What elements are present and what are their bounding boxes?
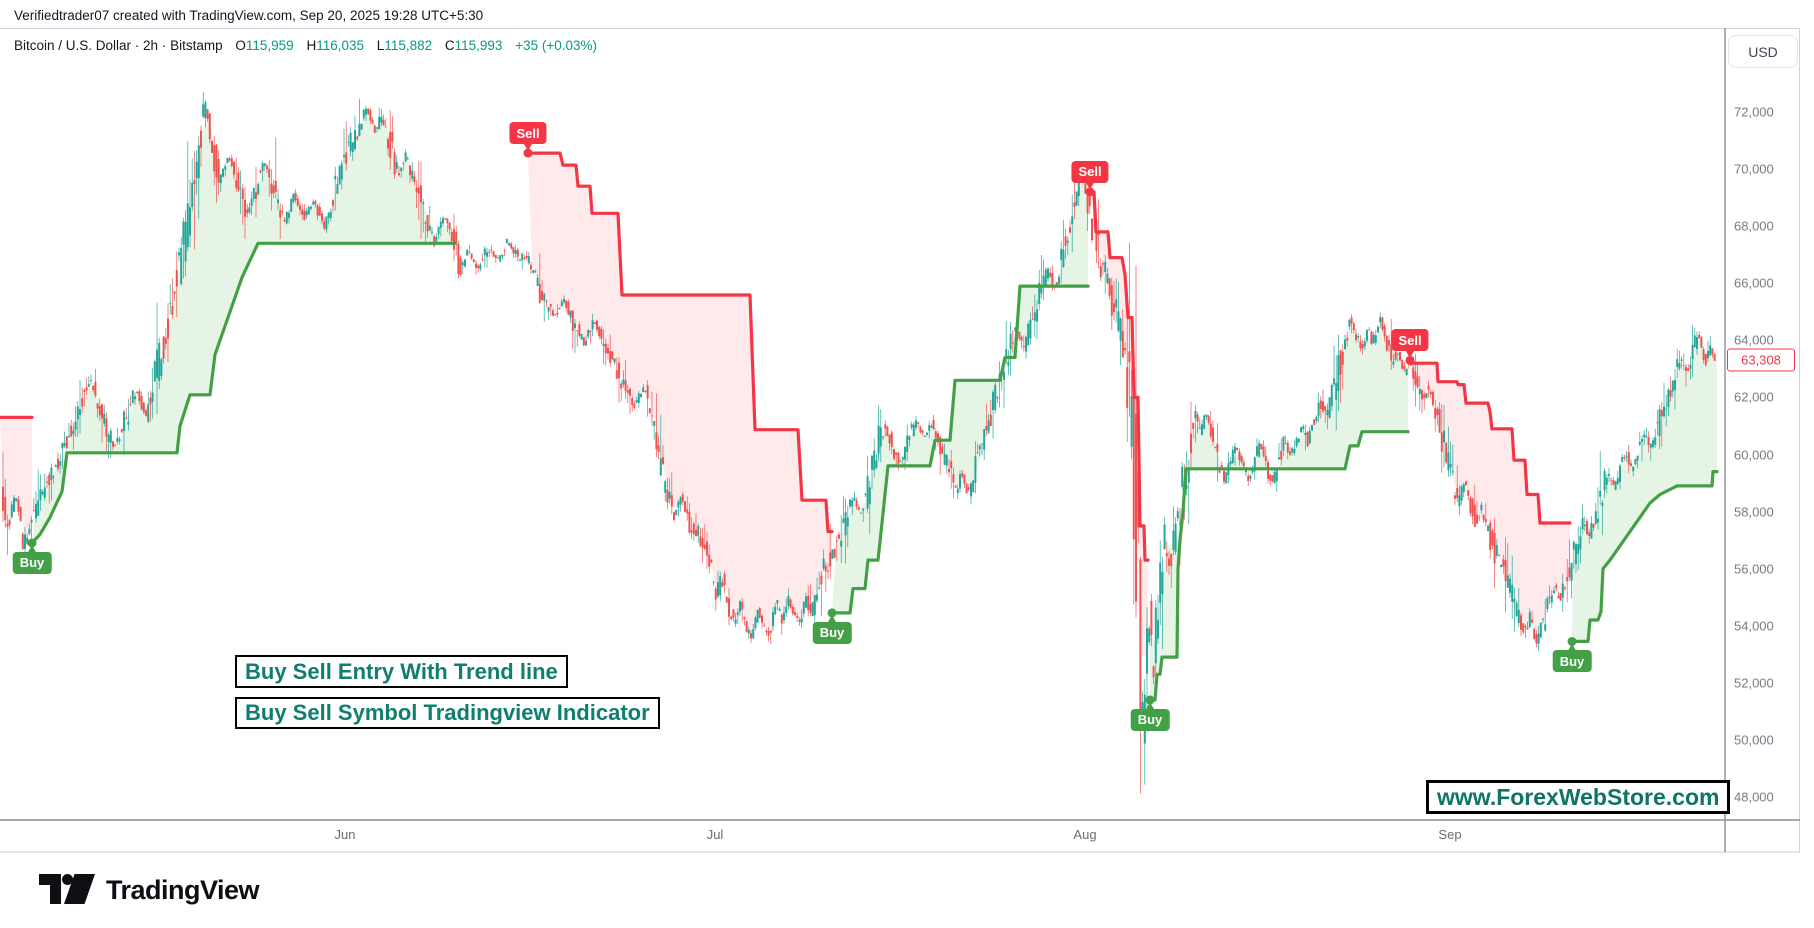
symbol-title: Bitcoin / U.S. Dollar [14,38,132,53]
buy-signal-label: Buy [1130,708,1170,731]
buy-signal-stem [1145,701,1155,711]
buy-signal-dot [27,538,37,548]
sell-signal-label: Sell [509,122,547,145]
price-tick-label: 70,000 [1734,161,1774,177]
sell-signal-label: Sell [1071,160,1109,183]
last-price-label: 63,308 [1727,348,1795,372]
time-tick-label: Sep [1438,827,1462,842]
sell-signal-stem [1405,349,1415,359]
price-tick-label: 48,000 [1734,789,1774,805]
annotation-box-trend-line: Buy Sell Entry With Trend line [235,655,568,688]
close-value: 115,993 [454,38,503,53]
trend-line-sell [1408,361,1572,525]
trend-line-sell [526,151,834,534]
open-label: O [235,38,246,53]
trend-fill-sell [0,417,32,541]
low-value: 115,882 [384,38,433,53]
price-tick-label: 60,000 [1734,447,1774,462]
trend-line-buy [830,284,1090,615]
buy-signal-label: Buy [12,551,52,574]
sell-signal-dot [523,148,533,158]
trend-line-buy [30,241,457,545]
trend-fill-buy [1150,325,1408,700]
buy-signal-label: Buy [812,621,852,644]
trend-fill-buy [32,114,455,543]
buy-signal-dot [1567,636,1577,646]
high-value: 116,035 [316,38,365,53]
sell-signal-dot [1085,187,1095,197]
price-tick-label: 52,000 [1734,675,1774,691]
interval-label: 2h [143,38,159,53]
close-label: C [444,38,455,53]
attribution-text: Verifiedtrader07 created with TradingVie… [14,8,484,23]
trend-fill-sell [528,153,832,638]
price-tick-label: 62,000 [1734,389,1774,405]
tradingview-logo[interactable]: TradingView [38,866,260,914]
price-tick-label: 68,000 [1734,218,1774,234]
price-tick-label: 64,000 [1734,332,1774,348]
low-label: L [376,38,385,53]
trend-fill-buy [1572,335,1717,642]
trend-line-buy [1570,470,1719,643]
price-tick-label: 66,000 [1734,275,1774,291]
tradingview-logo-text: TradingView [106,874,260,905]
chart-frame [0,28,1800,852]
trend-fill-sell [1410,363,1570,637]
price-tick-label: 56,000 [1734,561,1774,577]
trend-line-sell [1088,190,1150,562]
sell-signal-stem [1085,180,1095,190]
annotation-box-indicator: Buy Sell Symbol Tradingview Indicator [235,697,660,729]
open-value: 115,959 [245,38,294,53]
exchange-label: Bitstamp [170,38,223,53]
currency-usd-button[interactable]: USD [1728,35,1798,68]
price-tick-label: 54,000 [1734,618,1774,634]
high-label: H [306,38,317,53]
symbol-header: Bitcoin / U.S. Dollar · 2h · Bitstamp O1… [14,38,598,53]
price-tick-label: 58,000 [1734,504,1774,520]
buy-signal-stem [1567,643,1577,653]
tradingview-logo-icon [39,874,95,904]
plot-layer [0,92,1719,794]
sell-signal-label: Sell [1391,329,1429,352]
price-tick-label: 50,000 [1734,732,1774,748]
buy-signal-stem [827,614,837,624]
time-tick-label: Jul [706,827,724,842]
sell-signal-dot [1405,355,1415,365]
time-tick-label: Jun [334,827,356,842]
sell-signal-stem [523,142,533,152]
buy-signal-dot [1145,695,1155,705]
change-value: +35 (+0.03%) [515,38,598,53]
buy-signal-dot [827,608,837,618]
trend-fill-buy [832,179,1088,613]
watermark-box: www.ForexWebStore.com [1426,780,1731,814]
buy-signal-label: Buy [1552,650,1592,673]
buy-signal-stem [27,544,37,554]
time-tick-label: Aug [1073,827,1097,842]
trend-line-buy [1148,430,1410,702]
price-tick-label: 72,000 [1734,104,1774,120]
